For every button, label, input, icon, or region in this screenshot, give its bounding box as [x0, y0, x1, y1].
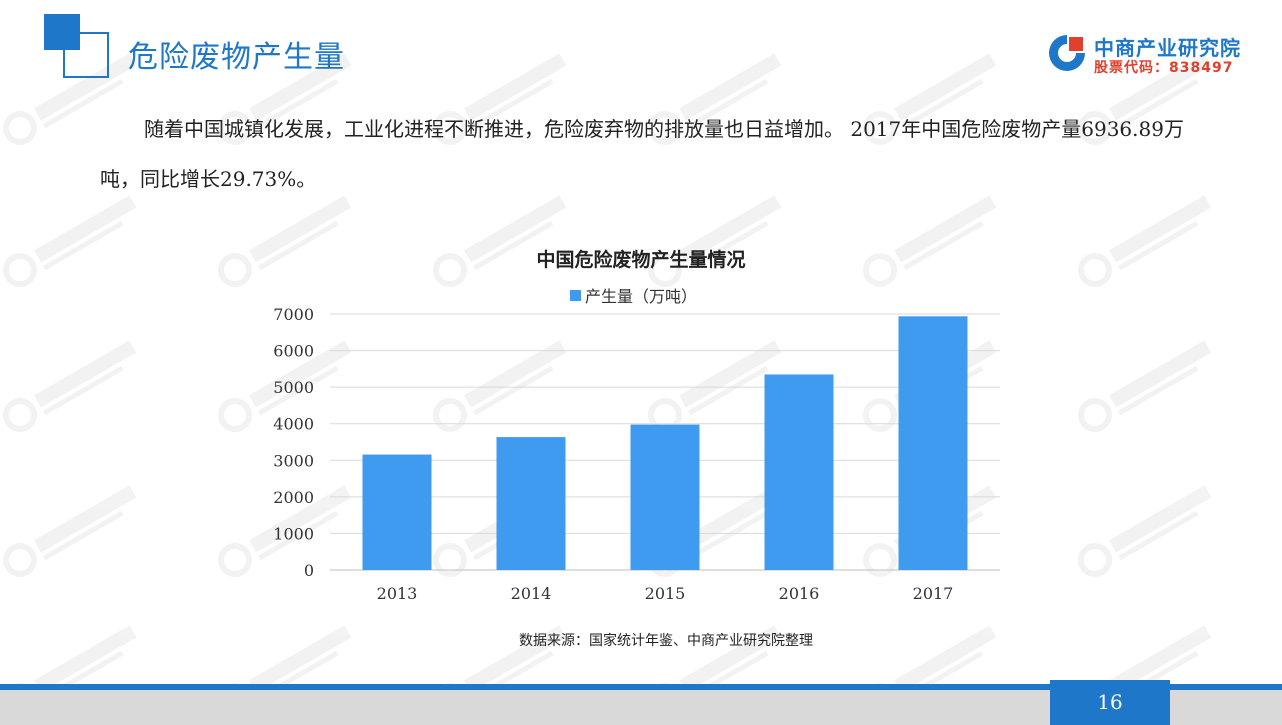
logo-name: 中商产业研究院	[1094, 36, 1241, 60]
legend-label: 产生量（万吨）	[585, 287, 697, 306]
bar-2013	[362, 454, 432, 570]
bar-2017	[898, 316, 968, 570]
bar-2015	[630, 424, 700, 570]
bar-chart: 中国危险废物产生量情况 产生量（万吨） 0 1000 2000 3000 4000 500…	[273, 248, 1000, 649]
y-tick-label: 3000	[273, 451, 314, 470]
page-title: 危险废物产生量	[128, 40, 345, 75]
y-tick-label: 5000	[273, 378, 314, 397]
chart-source: 数据来源：国家统计年鉴、中商产业研究院整理	[519, 632, 813, 649]
x-tick-label: 2015	[645, 584, 686, 603]
footer-line	[0, 684, 1282, 690]
header-decoration-outline	[63, 32, 109, 78]
logo-mark-icon	[1049, 35, 1085, 71]
intro-paragraph: 随着中国城镇化发展，工业化进程不断推进，危险废弃物的排放量也日益增加。 2017…	[100, 117, 1184, 191]
x-tick-label: 2013	[377, 584, 418, 603]
y-tick-label: 7000	[273, 305, 314, 324]
y-tick-label: 2000	[273, 488, 314, 507]
chart-title: 中国危险废物产生量情况	[536, 248, 745, 271]
y-tick-label: 6000	[273, 342, 314, 361]
y-tick-label: 0	[304, 561, 314, 580]
y-tick-label: 4000	[273, 415, 314, 434]
y-axis-ticks: 0 1000 2000 3000 4000 5000 6000 7000	[273, 305, 314, 580]
bar-2014	[496, 437, 566, 570]
x-tick-label: 2016	[779, 584, 820, 603]
x-tick-label: 2017	[913, 584, 954, 603]
page-number: 16	[1097, 690, 1123, 714]
x-axis-ticks: 2013 2014 2015 2016 2017	[377, 584, 954, 603]
logo-stock-code: 股票代码：838497	[1094, 60, 1234, 76]
bar-2016	[764, 374, 834, 570]
legend-swatch	[570, 290, 581, 301]
y-tick-label: 1000	[273, 524, 314, 543]
company-logo: 中商产业研究院 股票代码：838497	[1046, 30, 1256, 80]
page-number-box	[1050, 680, 1170, 725]
bars	[362, 316, 968, 570]
x-tick-label: 2014	[511, 584, 552, 603]
